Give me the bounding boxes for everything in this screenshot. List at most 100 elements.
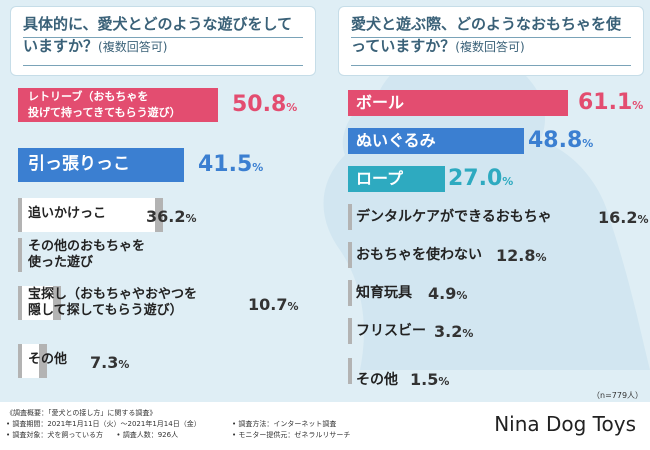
bar-value-1: 41.5% [198, 152, 263, 177]
bar-value-unit: % [502, 175, 514, 188]
left-bar-label-line: レトリーブ（おもちゃを [28, 90, 149, 103]
bar-value-number: 7.3 [90, 353, 119, 372]
bar-value-2: 36.2% [146, 207, 197, 226]
bar-value-number: 3.2 [434, 322, 463, 341]
right-bar-0 [348, 90, 568, 116]
left-bar-label-2: 追いかけっこ [28, 206, 106, 222]
left-question-title: 具体的に、愛犬とどのような遊びをしていますか？(複数回答可) [23, 13, 303, 58]
sample-size: （n=779人） [592, 391, 644, 400]
right-bar-label-0: ボール [356, 93, 405, 112]
bar-value-unit: % [286, 101, 298, 114]
right-question-panel: 愛犬と遊ぶ際、どのようなおもちゃを使っていますか？(複数回答可) ボール 61.1… [338, 6, 649, 389]
bar-value-number: 36.2 [146, 207, 186, 226]
left-bar-0 [18, 88, 218, 122]
underline [351, 65, 631, 66]
left-bar-label-line: 宝探し（おもちゃやおやつを [28, 287, 198, 302]
right-title-text: 愛犬と遊ぶ際、どのようなおもちゃを使っていますか？ [351, 15, 622, 55]
bar-value-unit: % [118, 358, 130, 371]
left-bar-label-line: 追いかけっこ [28, 206, 107, 221]
bar-value-unit: % [632, 99, 644, 112]
left-question-box: 具体的に、愛犬とどのような遊びをしていますか？(複数回答可) [10, 6, 316, 76]
survey-count: • 調査人数：926人 [116, 431, 179, 439]
bar-value-7: 1.5% [410, 370, 449, 389]
right-bar-2 [348, 166, 446, 192]
bar-value-0: 61.1% [578, 90, 643, 115]
right-bar-label-5: 知育玩具 [356, 285, 412, 301]
bar-value-unit: % [535, 251, 547, 264]
bar-value-2: 27.0% [448, 166, 513, 191]
left-bar-label-line: 引っ張りっこ [28, 154, 130, 174]
bar-value-number: 16.2 [598, 208, 638, 227]
bar-value-4: 10.7% [248, 295, 299, 314]
left-bar-label-line: 隠して探してもらう遊び） [28, 303, 183, 318]
bar-value-unit: % [438, 375, 450, 388]
bar-value-unit: % [456, 289, 468, 302]
bar-value-number: 4.9 [428, 284, 457, 303]
survey-method: • 調査方法：インターネット調査 [232, 420, 337, 428]
brand-logo-text: Nina Dog Toys [494, 412, 636, 436]
bar-value-number: 48.8 [528, 128, 583, 153]
bar-value-4: 12.8% [496, 246, 547, 265]
bar-value-6: 3.2% [434, 322, 473, 341]
left-bar-5 [18, 344, 48, 378]
right-bar-label-2: ロープ [356, 169, 404, 188]
bar-value-unit: % [185, 212, 197, 225]
right-bar-1 [348, 128, 524, 154]
left-bar-label-line: その他のおもちゃを [28, 239, 146, 254]
bar-value-number: 10.7 [248, 295, 288, 314]
survey-overview: 《調査概要：「愛犬との接し方」に関する調査》 [6, 409, 157, 417]
right-bar-label-4: おもちゃを使わない [356, 247, 482, 263]
right-bar-label-1: ぬいぐるみ [356, 131, 436, 150]
survey-period: • 調査期間：2021年1月11日（火）～2021年1月14日（金） [6, 420, 201, 428]
left-bar-2 [18, 198, 163, 232]
bar-value-unit: % [252, 161, 264, 174]
left-bar-3 [18, 238, 22, 272]
right-bar-label-7: その他 [356, 372, 398, 388]
bar-value-number: 41.5 [198, 152, 253, 177]
bar-value-number: 61.1 [578, 90, 633, 115]
left-bar-label-4: 宝探し（おもちゃやおやつを 隠して探してもらう遊び） [28, 287, 197, 319]
survey-provider: • モニター提供元：ゼネラルリサーチ [232, 431, 351, 439]
left-question-panel: 具体的に、愛犬とどのような遊びをしていますか？(複数回答可) レトリーブ（おもち… [10, 6, 316, 378]
survey-target-row: • 調査対象：犬を飼っている方 • 調査人数：926人 [6, 430, 201, 441]
underline [23, 37, 303, 38]
right-bar-4 [348, 242, 394, 268]
bar-value-number: 12.8 [496, 246, 536, 265]
bar-value-number: 50.8 [232, 92, 287, 117]
bar-value-5: 7.3% [90, 353, 129, 372]
bar-value-3: 16.2% [598, 208, 649, 227]
right-question-box: 愛犬と遊ぶ際、どのようなおもちゃを使っていますか？(複数回答可) [338, 6, 644, 76]
left-title-note: (複数回答可) [98, 40, 168, 54]
bar-value-unit: % [287, 300, 299, 313]
bar-value-unit: % [637, 213, 649, 226]
left-bar-label-3: その他のおもちゃを 使った遊び [28, 239, 145, 271]
underline [23, 65, 303, 66]
left-title-text: 具体的に、愛犬とどのような遊びをしていますか？ [23, 15, 293, 55]
right-bar-5 [348, 280, 366, 306]
bar-value-unit: % [582, 137, 594, 150]
right-title-note: (複数回答可) [455, 40, 525, 54]
left-bar-label-1: 引っ張りっこ [28, 154, 130, 174]
survey-footer: 《調査概要：「愛犬との接し方」に関する調査》 • 調査期間：2021年1月11日… [0, 402, 650, 450]
bar-value-number: 1.5 [410, 370, 439, 389]
right-bar-7 [348, 358, 353, 384]
right-bar-label-3: デンタルケアができるおもちゃ [356, 209, 552, 225]
right-bar-label-6: フリスビー [356, 323, 426, 339]
left-bar-4 [18, 286, 61, 320]
survey-target: • 調査対象：犬を飼っている方 [6, 431, 104, 439]
right-question-title: 愛犬と遊ぶ際、どのようなおもちゃを使っていますか？(複数回答可) [351, 13, 631, 58]
right-bar-3 [348, 204, 406, 230]
survey-info-right: • 調査方法：インターネット調査 • モニター提供元：ゼネラルリサーチ [232, 419, 350, 441]
right-bar-6 [348, 318, 360, 344]
bar-value-5: 4.9% [428, 284, 467, 303]
survey-info: 《調査概要：「愛犬との接し方」に関する調査》 • 調査期間：2021年1月11日… [6, 408, 201, 441]
left-bar-label-line: 投げて持ってきてもらう遊び） [28, 106, 181, 119]
left-bar-label-0: レトリーブ（おもちゃを投げて持ってきてもらう遊び） [28, 89, 181, 121]
bar-value-0: 50.8% [232, 92, 297, 117]
bar-value-1: 48.8% [528, 128, 593, 153]
underline [351, 37, 631, 38]
left-bar-label-line: 使った遊び [28, 255, 94, 270]
left-bar-label-5: その他 [28, 352, 67, 368]
left-bar-1 [18, 148, 184, 182]
bar-value-number: 27.0 [448, 166, 503, 191]
